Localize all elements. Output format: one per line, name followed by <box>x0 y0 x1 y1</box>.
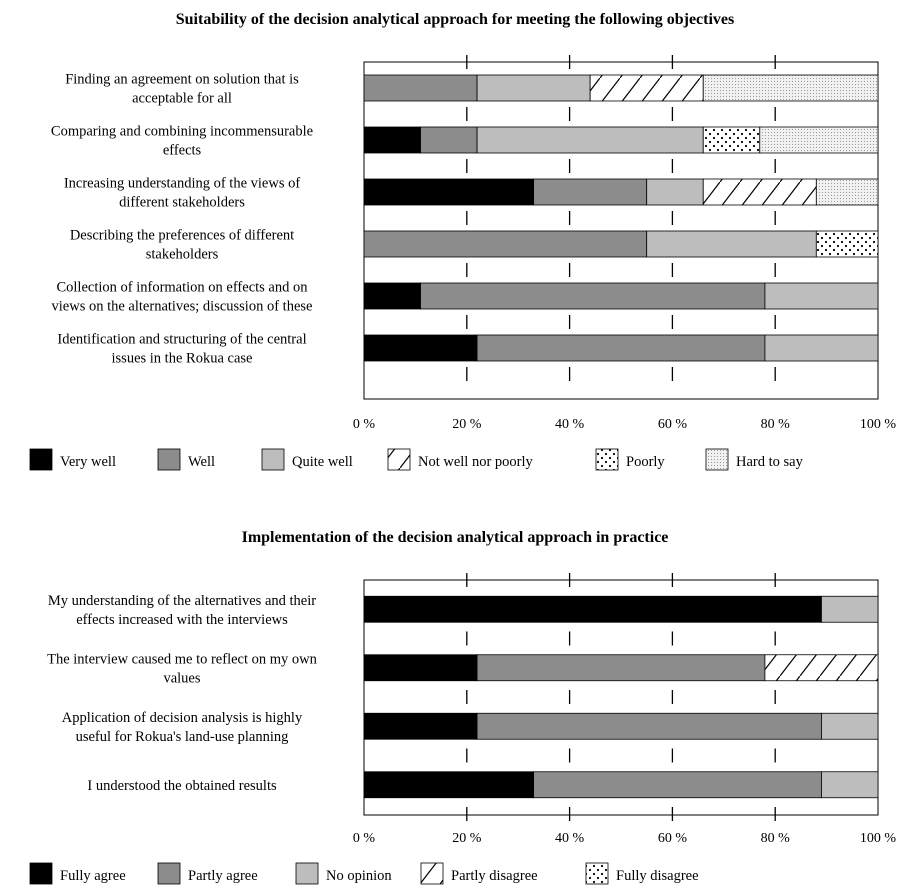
bar-very-well-2 <box>363 126 421 154</box>
bar-no-opinion-3 <box>821 712 879 740</box>
legend-swatch-fully-agree <box>29 862 53 885</box>
legend-swatch-hard-to-say <box>705 448 729 471</box>
bar-fully-agree-4 <box>363 771 535 799</box>
bar-quite-well-6 <box>764 334 879 362</box>
chart-2: Implementation of the decision analytica… <box>29 529 897 885</box>
bar-partly-agree-4 <box>533 771 822 799</box>
legend-label-fully-agree: Fully agree <box>60 868 126 884</box>
bar-well-2 <box>420 126 478 154</box>
bar-very-well-3 <box>363 178 535 206</box>
x-tick-label: 40 % <box>555 417 585 432</box>
x-tick-label: 80 % <box>761 831 791 846</box>
category-label: Describing the preferences of different <box>70 228 294 244</box>
category-label: Finding an agreement on solution that is <box>65 72 299 88</box>
bar-fully-agree-3 <box>363 712 478 740</box>
legend-label-poorly: Poorly <box>626 454 665 470</box>
bar-quite-well-3 <box>646 178 704 206</box>
legend-swatch-poorly <box>595 448 619 471</box>
chart-title: Suitability of the decision analytical a… <box>176 11 735 28</box>
legend-label-well: Well <box>188 454 215 470</box>
chart-title: Implementation of the decision analytica… <box>242 529 669 546</box>
bar-fully-agree-1 <box>363 595 822 623</box>
bar-poorly-4 <box>815 230 879 258</box>
category-label: Identification and structuring of the ce… <box>57 332 306 348</box>
category-label: stakeholders <box>146 247 219 263</box>
bar-very-well-5 <box>363 282 421 310</box>
category-label: Application of decision analysis is high… <box>62 710 303 726</box>
legend-label-not-well-nor-poorly: Not well nor poorly <box>418 454 534 470</box>
legend-label-partly-agree: Partly agree <box>188 868 258 884</box>
bar-well-5 <box>420 282 766 310</box>
legend-swatch-no-opinion <box>295 862 319 885</box>
x-tick-label: 20 % <box>452 417 482 432</box>
category-label: effects <box>163 143 202 159</box>
bar-quite-well-1 <box>476 74 591 102</box>
bar-no-opinion-4 <box>821 771 879 799</box>
legend-label-partly-disagree: Partly disagree <box>451 868 538 884</box>
bar-quite-well-4 <box>646 230 817 258</box>
x-tick-label: 0 % <box>353 417 376 432</box>
category-label: The interview caused me to reflect on my… <box>47 651 318 667</box>
bar-not-well-nor-poorly-3 <box>702 178 817 206</box>
legend-label-very-well: Very well <box>60 454 116 470</box>
category-label: useful for Rokua's land-use planning <box>76 729 289 745</box>
category-label: different stakeholders <box>119 195 245 211</box>
legend-swatch-fully-disagree <box>585 862 609 885</box>
chart-1: Suitability of the decision analytical a… <box>29 11 897 471</box>
bar-partly-agree-2 <box>476 654 766 682</box>
bar-no-opinion-1 <box>821 595 879 623</box>
legend-label-hard-to-say: Hard to say <box>736 454 804 470</box>
bar-quite-well-5 <box>764 282 879 310</box>
bar-well-1 <box>363 74 478 102</box>
legend-swatch-partly-agree <box>157 862 181 885</box>
bar-quite-well-2 <box>476 126 704 154</box>
legend-label-no-opinion: No opinion <box>326 868 392 884</box>
bar-partly-agree-3 <box>476 712 822 740</box>
x-tick-label: 60 % <box>658 831 688 846</box>
x-tick-label: 0 % <box>353 831 376 846</box>
category-label: My understanding of the alternatives and… <box>48 593 316 609</box>
bar-well-4 <box>363 230 648 258</box>
legend-swatch-quite-well <box>261 448 285 471</box>
bar-well-6 <box>476 334 766 362</box>
x-tick-label: 40 % <box>555 831 585 846</box>
category-label: views on the alternatives; discussion of… <box>52 299 313 315</box>
category-label: values <box>163 670 200 686</box>
x-tick-label: 80 % <box>761 417 791 432</box>
legend-swatch-very-well <box>29 448 53 471</box>
legend-label-fully-disagree: Fully disagree <box>616 868 699 884</box>
x-tick-label: 100 % <box>860 417 897 432</box>
x-tick-label: 60 % <box>658 417 688 432</box>
legend-swatch-partly-disagree <box>420 862 444 885</box>
category-label: I understood the obtained results <box>87 778 277 794</box>
bar-hard-to-say-3 <box>815 178 879 206</box>
category-label: Collection of information on effects and… <box>56 280 308 296</box>
category-label: Comparing and combining incommensurable <box>51 124 313 140</box>
bar-hard-to-say-2 <box>759 126 879 154</box>
bar-hard-to-say-1 <box>702 74 879 102</box>
category-label: effects increased with the interviews <box>76 612 288 628</box>
x-tick-label: 100 % <box>860 831 897 846</box>
category-label: acceptable for all <box>132 91 232 107</box>
legend-label-quite-well: Quite well <box>292 454 353 470</box>
bar-very-well-6 <box>363 334 478 362</box>
legend-swatch-well <box>157 448 181 471</box>
category-label: Increasing understanding of the views of <box>64 176 301 192</box>
category-label: issues in the Rokua case <box>112 351 253 367</box>
bar-partly-disagree-2 <box>764 654 879 682</box>
x-tick-label: 20 % <box>452 831 482 846</box>
bar-well-3 <box>533 178 648 206</box>
bar-not-well-nor-poorly-1 <box>589 74 704 102</box>
bar-fully-agree-2 <box>363 654 478 682</box>
legend-swatch-not-well-nor-poorly <box>387 448 411 471</box>
bar-poorly-2 <box>702 126 761 154</box>
